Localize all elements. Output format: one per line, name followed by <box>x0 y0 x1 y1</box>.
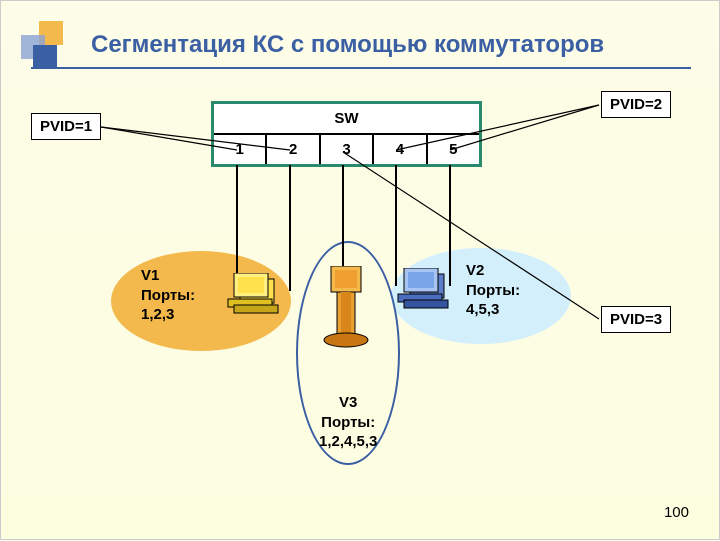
pc-orange-icon <box>319 266 374 356</box>
port-1: 1 <box>214 133 267 164</box>
switch-label: SW <box>214 104 479 133</box>
vlan-v2-ports: Порты: 4,5,3 <box>466 281 520 320</box>
switch-ports: 1 2 3 4 5 <box>214 133 479 164</box>
vlan-v1-label: V1 Порты: 1,2,3 <box>141 266 195 325</box>
vlan-v2-label: V2 Порты: 4,5,3 <box>466 261 520 320</box>
vlan-v3-name: V3 <box>319 393 377 413</box>
port-3: 3 <box>321 133 374 164</box>
pvid-2-box: PVID=2 <box>601 91 671 118</box>
pvid-1-box: PVID=1 <box>31 113 101 140</box>
page-number: 100 <box>664 504 689 521</box>
logo-icon <box>21 21 71 71</box>
vlan-v1-ports: Порты: 1,2,3 <box>141 286 195 325</box>
port-2: 2 <box>267 133 320 164</box>
pc-yellow-icon <box>226 273 286 333</box>
vlan-v1-name: V1 <box>141 266 195 286</box>
title-underline <box>31 67 691 69</box>
pvid-3-box: PVID=3 <box>601 306 671 333</box>
vlan-v2-name: V2 <box>466 261 520 281</box>
page-title: Сегментация КС с помощью коммутаторов <box>91 31 604 59</box>
pc-blue-icon <box>396 268 456 328</box>
vlan-v3-label: V3 Порты: 1,2,4,5,3 <box>319 393 377 452</box>
switch-box: SW 1 2 3 4 5 <box>211 101 482 167</box>
port-4: 4 <box>374 133 427 164</box>
vlan-v3-ports: Порты: 1,2,4,5,3 <box>319 413 377 452</box>
port-5: 5 <box>428 133 479 164</box>
